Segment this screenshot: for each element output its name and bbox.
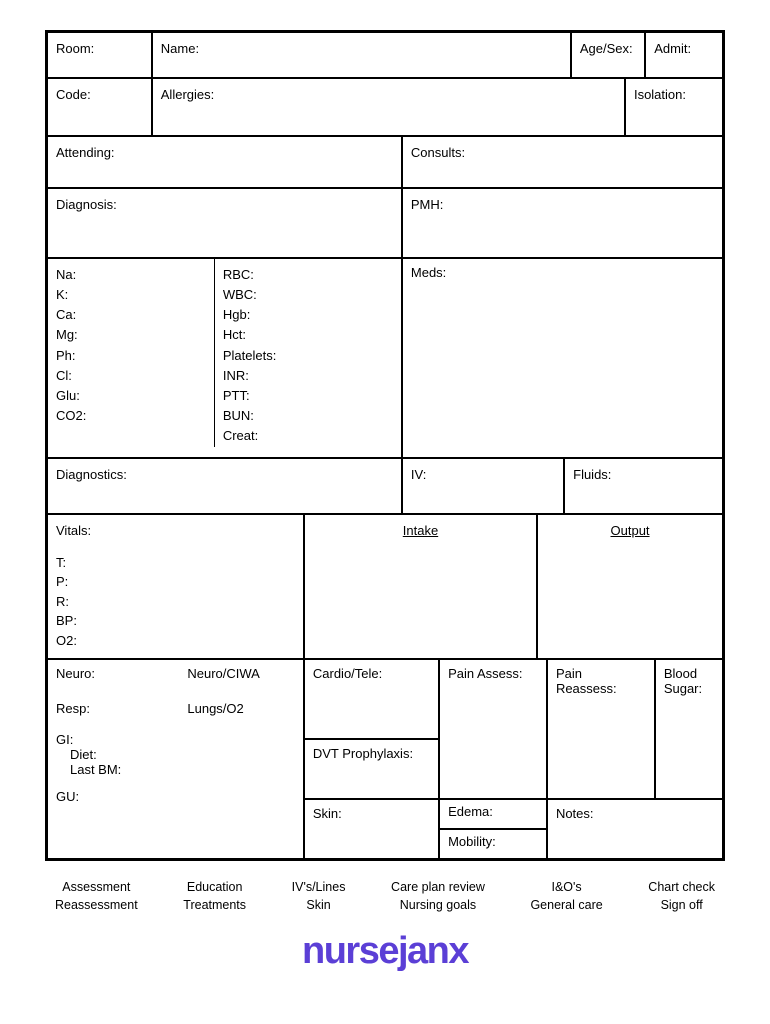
footer-checklist: Assessment Reassessment Education Treatm…	[45, 879, 725, 914]
footer-skin: Skin	[292, 897, 346, 915]
field-diagnostics[interactable]: Diagnostics:	[47, 458, 402, 514]
lab-bun: BUN:	[223, 406, 393, 426]
field-output[interactable]: Output	[537, 514, 723, 659]
field-admit[interactable]: Admit:	[645, 32, 723, 78]
logo-container: nursejanx	[45, 930, 725, 973]
field-vitals[interactable]: Vitals: T: P: R: BP: O2:	[47, 514, 304, 659]
footer-ivs-lines: IV's/Lines	[292, 879, 346, 897]
vital-t: T:	[56, 553, 295, 573]
footer-reassessment: Reassessment	[55, 897, 138, 915]
footer-treatments: Treatments	[183, 897, 246, 915]
field-diagnosis[interactable]: Diagnosis:	[47, 188, 402, 258]
field-age-sex[interactable]: Age/Sex:	[571, 32, 645, 78]
field-consults[interactable]: Consults:	[402, 136, 723, 188]
lab-ca: Ca:	[56, 305, 206, 325]
row-patient-id: Room: Name: Age/Sex: Admit:	[47, 32, 723, 78]
field-code[interactable]: Code:	[47, 78, 152, 136]
field-room[interactable]: Room:	[47, 32, 152, 78]
labs-electrolytes: Na: K: Ca: Mg: Ph: Cl: Glu: CO2:	[48, 259, 214, 457]
vital-o2: O2:	[56, 631, 295, 651]
intake-header: Intake	[403, 523, 438, 538]
field-pain-assess[interactable]: Pain Assess:	[439, 659, 547, 799]
assess-neuro: Neuro:	[56, 666, 187, 681]
footer-sign-off: Sign off	[648, 897, 715, 915]
field-intake[interactable]: Intake	[304, 514, 537, 659]
output-header: Output	[611, 523, 650, 538]
footer-col-io: I&O's General care	[530, 879, 602, 914]
lab-platelets: Platelets:	[223, 346, 393, 366]
vital-p: P:	[56, 572, 295, 592]
row-labs-meds: Na: K: Ca: Mg: Ph: Cl: Glu: CO2: RBC: WB…	[47, 258, 723, 458]
field-labs[interactable]: Na: K: Ca: Mg: Ph: Cl: Glu: CO2: RBC: WB…	[47, 258, 402, 458]
field-pmh[interactable]: PMH:	[402, 188, 723, 258]
lab-cl: Cl:	[56, 366, 206, 386]
footer-col-careplan: Care plan review Nursing goals	[391, 879, 485, 914]
lab-mg: Mg:	[56, 325, 206, 345]
footer-education: Education	[183, 879, 246, 897]
row-code-allergies: Code: Allergies: Isolation:	[47, 78, 723, 136]
field-allergies[interactable]: Allergies:	[152, 78, 625, 136]
field-fluids[interactable]: Fluids:	[564, 458, 723, 514]
footer-assessment: Assessment	[55, 879, 138, 897]
row-diagnostics-iv-fluids: Diagnostics: IV: Fluids:	[47, 458, 723, 514]
lab-co2: CO2:	[56, 406, 206, 426]
field-name[interactable]: Name:	[152, 32, 571, 78]
row-diagnosis-pmh: Diagnosis: PMH:	[47, 188, 723, 258]
row-attending-consults: Attending: Consults:	[47, 136, 723, 188]
vital-r: R:	[56, 592, 295, 612]
assess-diet: Diet:	[56, 747, 295, 762]
lab-k: K:	[56, 285, 206, 305]
row-vitals-io: Vitals: T: P: R: BP: O2: Intake Output	[47, 514, 723, 659]
field-dvt[interactable]: DVT Prophylaxis:	[304, 739, 439, 799]
field-skin[interactable]: Skin:	[304, 799, 439, 859]
col-cardio-dvt-skin: Cardio/Tele: DVT Prophylaxis: Skin:	[304, 659, 439, 859]
assess-lungs: Lungs/O2	[187, 701, 294, 716]
field-blood-sugar[interactable]: Blood Sugar:	[655, 659, 723, 799]
blood-sugar-line2: Sugar:	[664, 681, 714, 696]
field-notes[interactable]: Notes:	[547, 799, 723, 859]
assess-resp: Resp:	[56, 701, 187, 716]
footer-care-plan: Care plan review	[391, 879, 485, 897]
lab-wbc: WBC:	[223, 285, 393, 305]
footer-col-ivs: IV's/Lines Skin	[292, 879, 346, 914]
row-assessment: Neuro: Neuro/CIWA Resp: Lungs/O2 GI: Die…	[47, 659, 723, 859]
field-isolation[interactable]: Isolation:	[625, 78, 723, 136]
vitals-header: Vitals:	[56, 521, 295, 541]
field-systems-assess[interactable]: Neuro: Neuro/CIWA Resp: Lungs/O2 GI: Die…	[47, 659, 304, 859]
nursejanx-logo: nursejanx	[302, 930, 468, 973]
lab-inr: INR:	[223, 366, 393, 386]
lab-creat: Creat:	[223, 426, 393, 446]
col-pain-notes: Pain Assess: Pain Reassess: Blood Sugar:…	[439, 659, 723, 859]
lab-glu: Glu:	[56, 386, 206, 406]
footer-nursing-goals: Nursing goals	[391, 897, 485, 915]
footer-ios: I&O's	[530, 879, 602, 897]
field-attending[interactable]: Attending:	[47, 136, 402, 188]
assess-neuro-ciwa: Neuro/CIWA	[187, 666, 294, 681]
lab-ph: Ph:	[56, 346, 206, 366]
lab-na: Na:	[56, 265, 206, 285]
vital-bp: BP:	[56, 611, 295, 631]
lab-hgb: Hgb:	[223, 305, 393, 325]
lab-rbc: RBC:	[223, 265, 393, 285]
lab-ptt: PTT:	[223, 386, 393, 406]
assess-gu: GU:	[56, 789, 295, 804]
nursing-report-form: Room: Name: Age/Sex: Admit: Code: Allerg…	[45, 30, 725, 861]
field-edema[interactable]: Edema:	[439, 799, 547, 829]
assess-last-bm: Last BM:	[56, 762, 295, 777]
footer-col-assessment: Assessment Reassessment	[55, 879, 138, 914]
blood-sugar-line1: Blood	[664, 666, 714, 681]
lab-hct: Hct:	[223, 325, 393, 345]
field-pain-reassess[interactable]: Pain Reassess:	[547, 659, 655, 799]
footer-col-education: Education Treatments	[183, 879, 246, 914]
field-cardio-tele[interactable]: Cardio/Tele:	[304, 659, 439, 739]
labs-cbc: RBC: WBC: Hgb: Hct: Platelets: INR: PTT:…	[214, 259, 401, 447]
footer-col-chart: Chart check Sign off	[648, 879, 715, 914]
field-mobility[interactable]: Mobility:	[439, 829, 547, 859]
assess-gi: GI:	[56, 732, 295, 747]
footer-general-care: General care	[530, 897, 602, 915]
field-meds[interactable]: Meds:	[402, 258, 723, 458]
footer-chart-check: Chart check	[648, 879, 715, 897]
field-iv[interactable]: IV:	[402, 458, 564, 514]
